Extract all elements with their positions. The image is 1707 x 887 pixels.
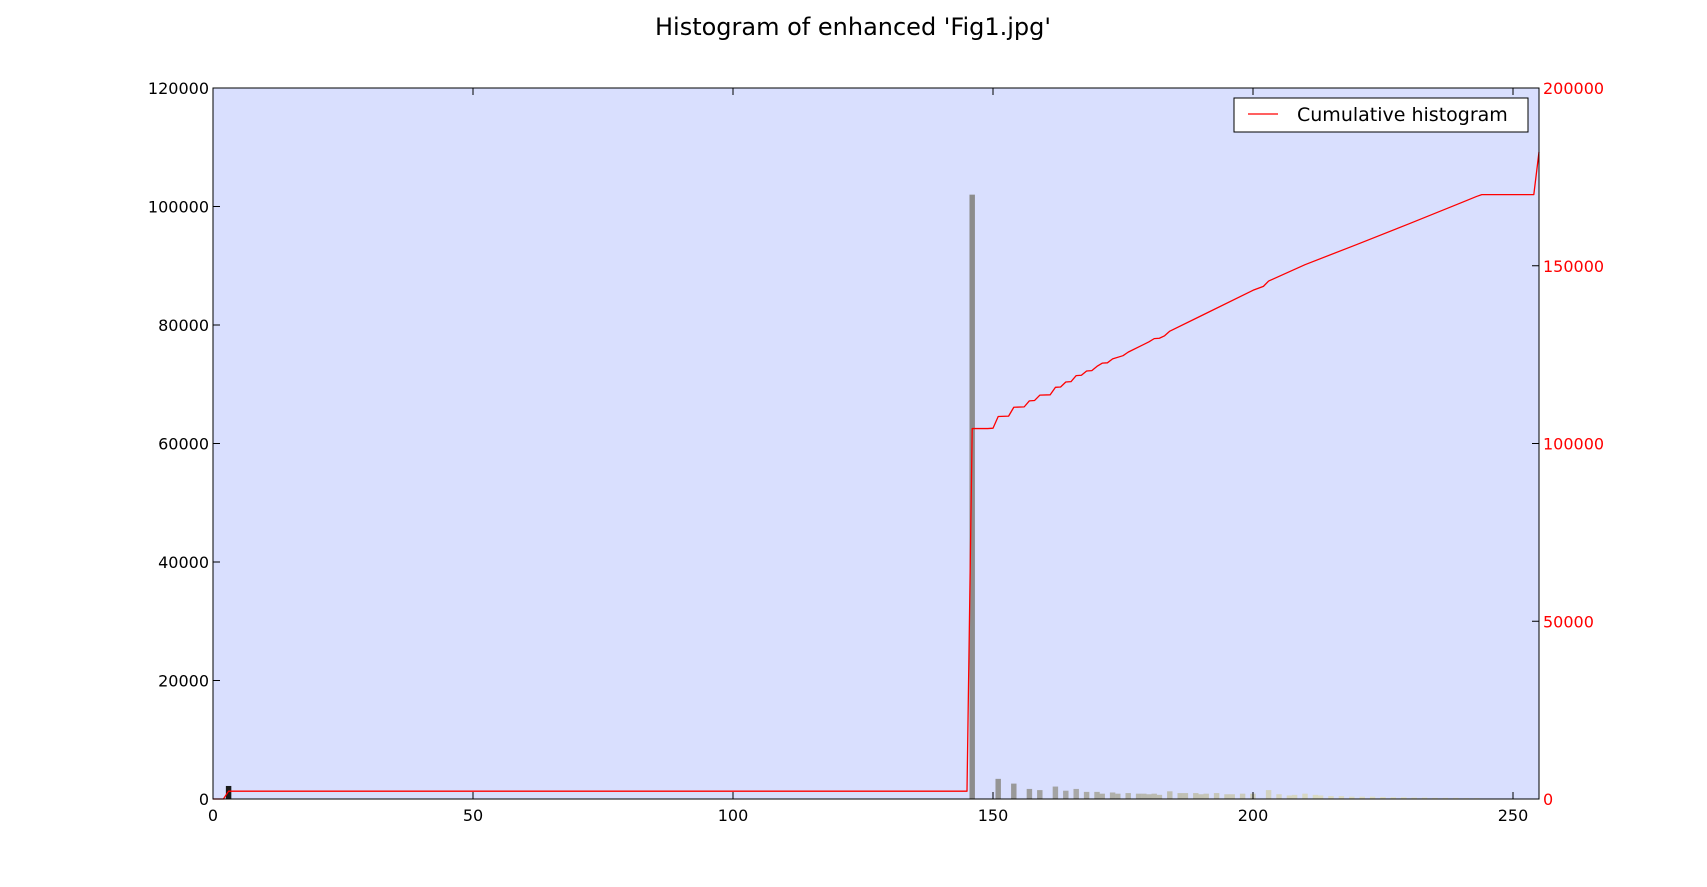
x-tick-label: 200 — [1238, 806, 1269, 825]
histogram-bar — [1099, 793, 1105, 799]
histogram-bar — [1141, 793, 1147, 799]
histogram-bar — [1151, 793, 1157, 799]
histogram-bar — [1442, 797, 1449, 799]
y-axis-left: 0 20000 40000 60000 80000 100000 120000 — [148, 79, 220, 809]
histogram-bar — [1229, 794, 1235, 799]
histogram-bar — [1083, 791, 1090, 799]
histogram-bar — [1125, 793, 1131, 799]
legend-label: Cumulative histogram — [1297, 104, 1508, 126]
histogram-bar — [225, 785, 232, 799]
histogram-bar — [1317, 795, 1324, 799]
histogram-bar — [1063, 790, 1069, 799]
y-right-tick-label: 150000 — [1543, 257, 1604, 276]
histogram-bar — [1203, 793, 1209, 799]
x-tick-label: 0 — [208, 806, 218, 825]
histogram-bar — [1213, 793, 1220, 799]
y-left-tick-label: 120000 — [148, 79, 209, 98]
histogram-bar — [1239, 793, 1246, 799]
x-tick-label: 150 — [978, 806, 1009, 825]
histogram-bar — [1156, 794, 1163, 799]
y-right-tick-label: 50000 — [1543, 612, 1594, 631]
cumulative-line-layer — [213, 151, 1540, 800]
legend: Cumulative histogram — [1233, 97, 1529, 133]
y-left-tick-label: 100000 — [148, 198, 209, 217]
y-right-tick-label: 100000 — [1543, 435, 1604, 454]
x-axis: 0 50 100 150 200 250 — [208, 88, 1528, 825]
histogram-bar — [1411, 797, 1417, 799]
histogram-bar — [1115, 793, 1121, 799]
histogram-bar — [1369, 796, 1376, 799]
histogram-bar — [1349, 796, 1355, 799]
histogram-bar — [995, 778, 1001, 799]
y-left-tick-label: 20000 — [158, 672, 209, 691]
plot-area — [213, 88, 1539, 799]
histogram-bar — [1432, 797, 1438, 799]
legend-box — [1233, 97, 1529, 133]
y-right-tick-label: 0 — [1543, 790, 1553, 809]
histogram-bar — [1198, 794, 1204, 799]
histogram-bar — [1052, 786, 1059, 799]
histogram-bar — [1011, 783, 1017, 799]
y-left-tick-label: 0 — [199, 790, 209, 809]
histogram-bar — [1380, 796, 1386, 799]
histogram-bar — [1276, 794, 1282, 799]
histogram-bar — [1094, 791, 1100, 799]
histogram-bar — [1026, 788, 1033, 799]
histogram-bar — [1286, 795, 1293, 799]
histogram-bar — [1182, 793, 1189, 799]
cumulative-histogram-line — [213, 151, 1540, 800]
histogram-bar — [1359, 796, 1365, 799]
y-right-tick-label: 200000 — [1543, 79, 1604, 98]
histogram-bar — [1224, 794, 1230, 799]
histogram-bar — [1265, 790, 1272, 799]
y-axis-right: 0 50000 100000 150000 200000 — [1532, 79, 1604, 809]
y-left-tick-label: 60000 — [158, 435, 209, 454]
histogram-bar — [1328, 796, 1334, 799]
histogram-bar — [1453, 797, 1459, 799]
histogram-bar — [1338, 796, 1345, 799]
histogram-bar — [969, 194, 975, 799]
histogram-bar — [1167, 791, 1173, 799]
x-tick-label: 100 — [718, 806, 749, 825]
histogram-bar — [1291, 794, 1298, 799]
histogram-bar — [1109, 792, 1116, 799]
histogram-bar — [1193, 793, 1199, 799]
y-left-tick-label: 40000 — [158, 553, 209, 572]
histogram-bar — [1135, 793, 1142, 799]
histogram-bar — [1390, 797, 1397, 799]
x-tick-label: 50 — [463, 806, 483, 825]
y-left-tick-label: 80000 — [158, 316, 209, 335]
histogram-bar — [1177, 793, 1183, 799]
histogram-bar — [1421, 797, 1428, 799]
histogram-bar — [1312, 794, 1319, 799]
x-tick-label: 250 — [1498, 806, 1529, 825]
histogram-bar — [1302, 793, 1308, 799]
histogram-bar — [1037, 790, 1043, 799]
histogram-bar — [1401, 797, 1407, 799]
chart-title: Histogram of enhanced 'Fig1.jpg' — [655, 13, 1051, 41]
histogram-bar — [1073, 788, 1079, 799]
histogram-bar — [1146, 794, 1152, 799]
